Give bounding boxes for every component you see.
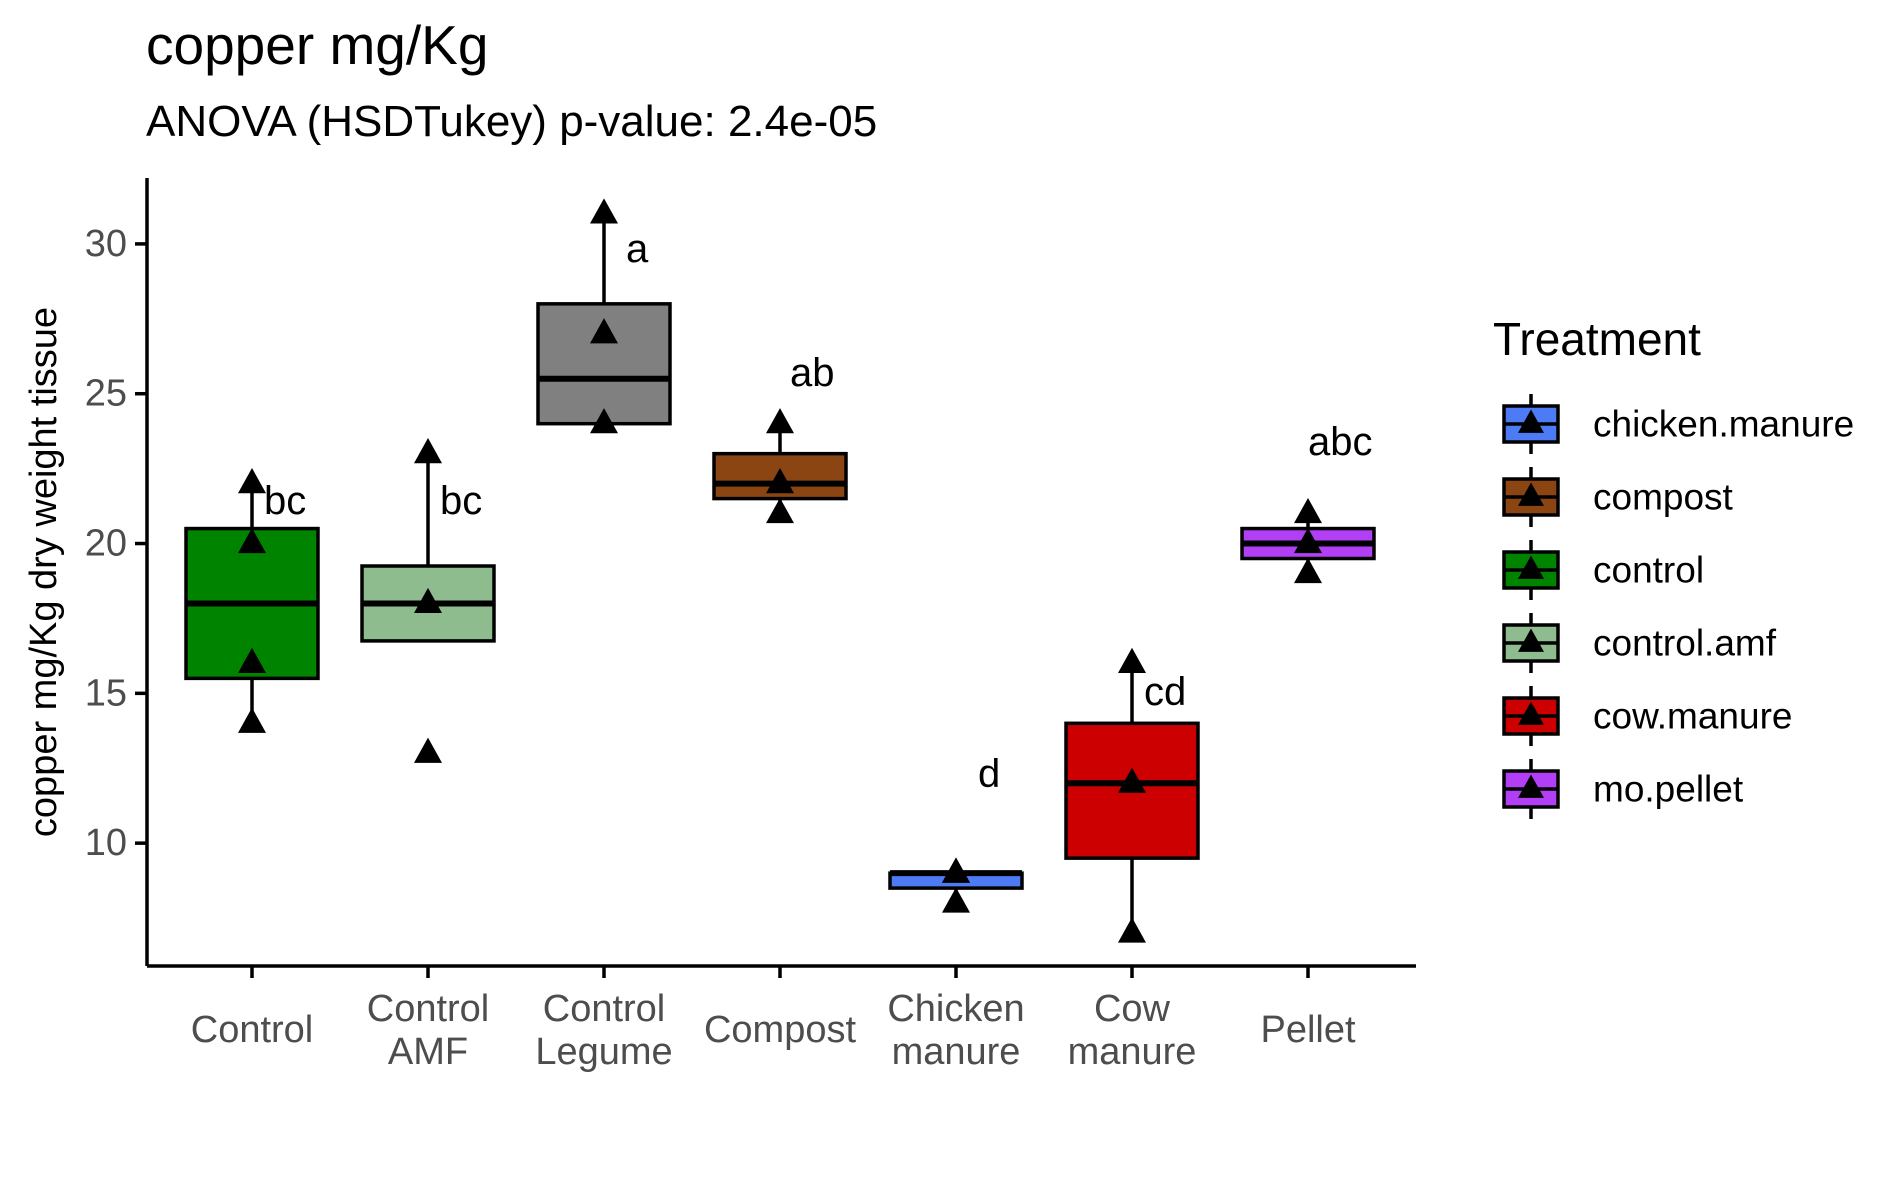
box-group [888, 857, 1024, 913]
data-point [414, 587, 442, 614]
significance-letter: ab [790, 351, 835, 395]
chart-title: copper mg/Kg [146, 14, 489, 76]
x-tick-label: manure [1068, 1031, 1197, 1073]
legend-label: cow.manure [1593, 696, 1793, 737]
significance-letter: cd [1144, 670, 1186, 714]
x-tick-label: Compost [704, 1009, 856, 1051]
legend-key-point [1518, 701, 1544, 725]
box-group [360, 438, 496, 763]
y-tick-label: 10 [85, 822, 127, 864]
legend-key [1502, 394, 1560, 454]
significance-letter: bc [440, 479, 482, 523]
legend-key [1502, 613, 1560, 673]
legend-label: compost [1593, 477, 1734, 518]
box-group [536, 198, 672, 434]
box-group [184, 467, 320, 733]
x-tick-label: Cow [1094, 988, 1171, 1030]
significance-letter: d [978, 752, 1000, 796]
data-point [590, 318, 618, 344]
data-point [1118, 917, 1146, 943]
data-point [238, 467, 266, 494]
data-point [1294, 497, 1322, 524]
significance-letter: bc [264, 479, 306, 523]
legend-label: chicken.manure [1593, 404, 1854, 445]
x-tick-label: Pellet [1260, 1009, 1355, 1051]
data-point [590, 198, 618, 224]
legend-key-point [1518, 774, 1544, 798]
data-point [942, 887, 970, 913]
legend-key-point [1518, 482, 1544, 506]
data-point [942, 857, 970, 883]
data-point [1294, 557, 1322, 584]
x-tick-label: AMF [388, 1031, 468, 1073]
box-group [1064, 647, 1200, 943]
data-point [1118, 767, 1146, 793]
data-point [766, 467, 794, 494]
legend-label: control [1593, 550, 1704, 591]
data-point [1118, 647, 1146, 673]
legend-key [1502, 686, 1560, 746]
data-point [590, 408, 618, 434]
chart-subtitle: ANOVA (HSDTukey) p-value: 2.4e-05 [146, 97, 878, 146]
y-tick-label: 30 [85, 223, 127, 265]
data-point [766, 497, 794, 524]
marks-layer: bc bc a ab d cd abc [184, 198, 1376, 943]
data-point [414, 737, 442, 763]
legend-title: Treatment [1493, 313, 1701, 365]
box-group [712, 408, 848, 524]
x-tick-label: Control [191, 1009, 314, 1051]
data-point [238, 647, 266, 673]
legend-key [1502, 759, 1560, 819]
data-point [766, 408, 794, 434]
legend: Treatment chicken.manure compost control co… [1493, 313, 1854, 819]
legend-key-point [1518, 409, 1544, 433]
x-tick-label: manure [892, 1031, 1021, 1073]
x-tick-label: Control [367, 988, 490, 1030]
legend-key [1502, 540, 1560, 600]
legend-label: mo.pellet [1593, 769, 1744, 810]
x-tick-label: Control [543, 988, 666, 1030]
y-axis-label: copper mg/Kg dry weight tissue [23, 307, 65, 837]
data-point [238, 527, 266, 554]
data-point [1294, 527, 1322, 554]
significance-letter: a [626, 227, 649, 271]
box-group [1240, 497, 1376, 584]
x-tick-label: Chicken [887, 988, 1024, 1030]
legend-key [1502, 467, 1560, 527]
data-point [238, 707, 266, 733]
data-point [414, 438, 442, 464]
legend-key-point [1518, 555, 1544, 579]
x-tick-label: Legume [535, 1031, 672, 1073]
significance-letter: abc [1308, 420, 1373, 464]
y-tick-label: 15 [85, 672, 127, 714]
legend-key-point [1518, 628, 1544, 652]
y-tick-label: 25 [85, 373, 127, 415]
legend-label: control.amf [1593, 623, 1777, 664]
y-tick-label: 20 [85, 523, 127, 565]
